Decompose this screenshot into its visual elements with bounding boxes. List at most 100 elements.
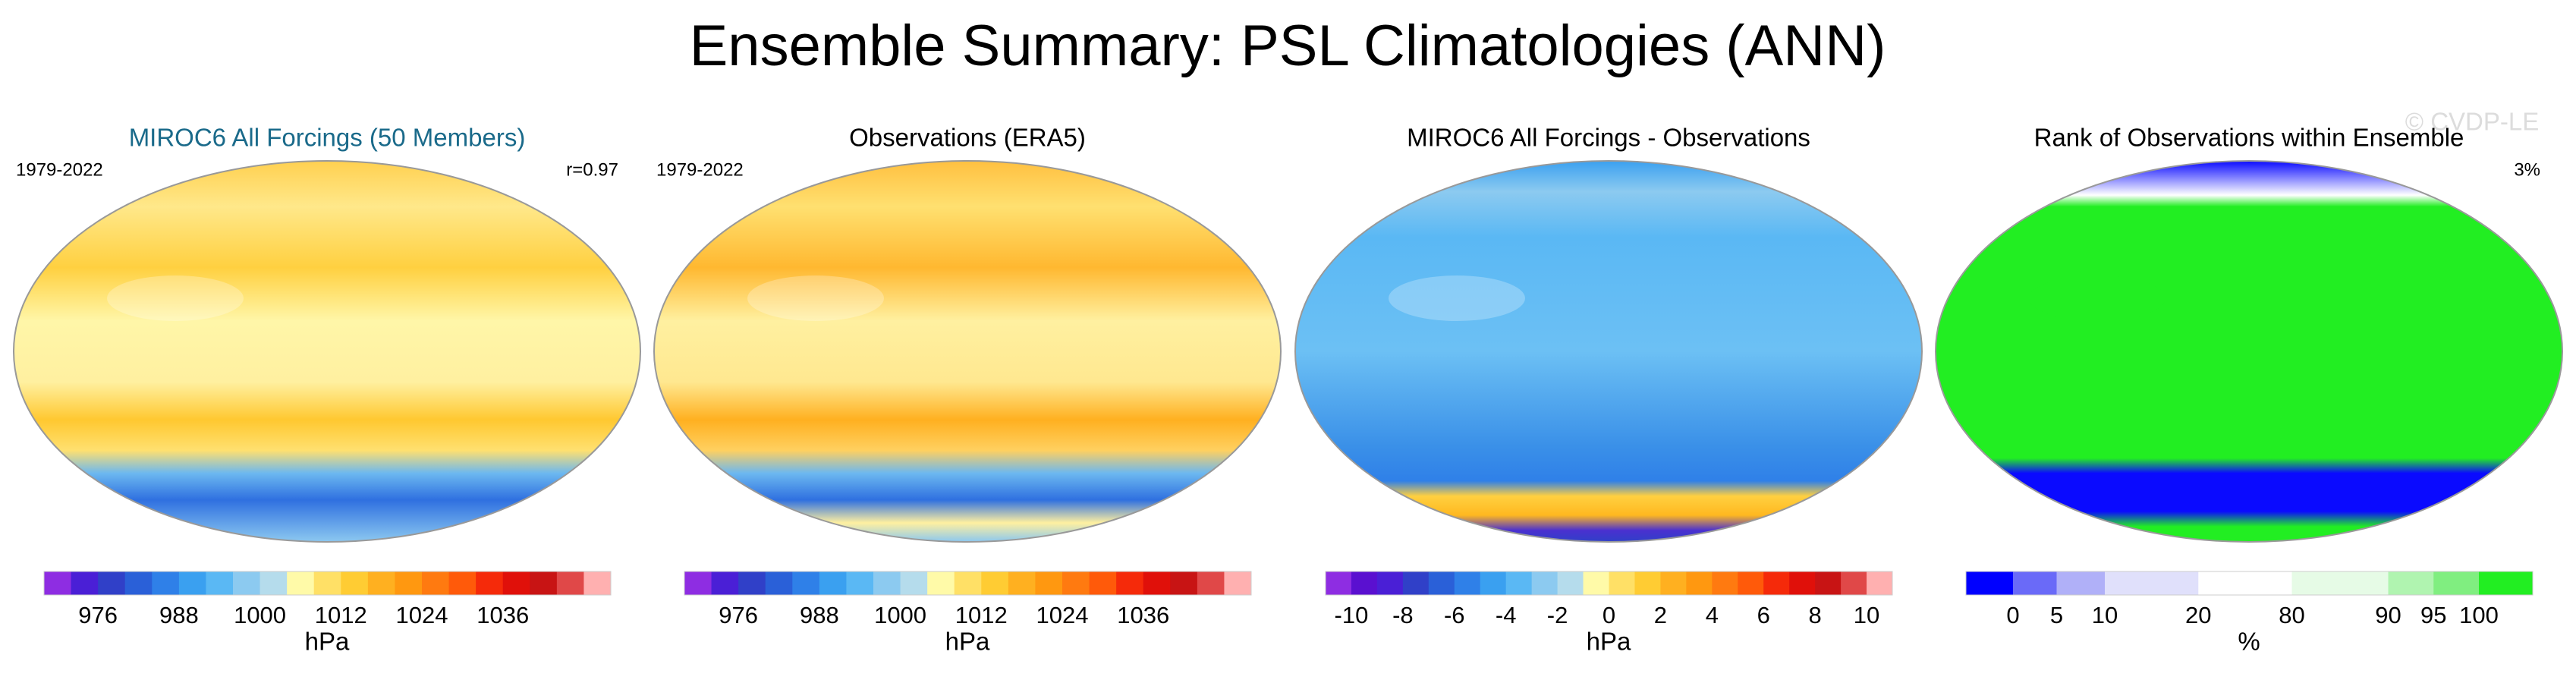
colorbar-swatch bbox=[2013, 571, 2058, 595]
panel: Rank of Observations within Ensemble 3% 0 5… bbox=[1935, 124, 2563, 656]
colorbar-swatch bbox=[1660, 571, 1687, 595]
colorbar-swatch bbox=[1763, 571, 1790, 595]
panel-title: MIROC6 All Forcings (50 Members) bbox=[129, 124, 526, 152]
colorbar-swatch bbox=[711, 571, 739, 595]
colorbar-tick-label: 1036 bbox=[1117, 602, 1169, 628]
colorbar-swatch bbox=[1505, 571, 1533, 595]
colorbar-tick-label: 1036 bbox=[477, 602, 529, 628]
colorbar-tick-label: 20 bbox=[2185, 602, 2211, 628]
stat-label: r=0.97 bbox=[566, 159, 618, 180]
panel: Observations (ERA5) 1979-2022 976 988 1000 10… bbox=[653, 124, 1282, 656]
colorbar-swatch bbox=[846, 571, 874, 595]
colorbar-swatch bbox=[1062, 571, 1090, 595]
colorbar-tick-label: -6 bbox=[1444, 602, 1465, 628]
colorbar-swatch bbox=[1966, 571, 2014, 595]
colorbar-swatch bbox=[178, 571, 206, 595]
period-label: 1979-2022 bbox=[16, 159, 103, 180]
colorbar-swatch bbox=[556, 571, 584, 595]
colorbar-swatch bbox=[1841, 571, 1867, 595]
colorbar-swatch bbox=[2056, 571, 2106, 595]
colorbar-swatch bbox=[684, 571, 712, 595]
panel: MIROC6 All Forcings - Observations -10 -8 -… bbox=[1294, 124, 1923, 656]
figure-title: Ensemble Summary: PSL Climatologies (ANN… bbox=[690, 14, 1886, 78]
colorbar-swatch bbox=[873, 571, 901, 595]
colorbar-tick-label: 10 bbox=[2092, 602, 2118, 628]
colorbar-swatch bbox=[1035, 571, 1063, 595]
colorbar-unit: hPa bbox=[1587, 628, 1631, 656]
colorbar-swatch bbox=[738, 571, 766, 595]
colorbar-unit: % bbox=[2238, 628, 2260, 656]
map bbox=[13, 160, 641, 543]
colorbar-swatch bbox=[1686, 571, 1713, 595]
colorbar-swatch bbox=[1402, 571, 1430, 595]
map bbox=[1294, 160, 1923, 543]
colorbar-tick-label: 4 bbox=[1706, 602, 1719, 628]
colorbar-swatch bbox=[1531, 571, 1558, 595]
panel-title: Rank of Observations within Ensemble bbox=[2034, 124, 2464, 152]
colorbar-swatch bbox=[287, 571, 315, 595]
colorbar-swatch bbox=[233, 571, 261, 595]
colorbar-tick-label: 988 bbox=[800, 602, 839, 628]
period-label: 1979-2022 bbox=[656, 159, 744, 180]
colorbar-swatch bbox=[259, 571, 288, 595]
colorbar-swatch bbox=[1197, 571, 1225, 595]
colorbar-tick-label: 1024 bbox=[396, 602, 448, 628]
colorbar-swatch bbox=[583, 571, 612, 595]
map-feature bbox=[2029, 275, 2166, 321]
colorbar-swatch bbox=[2198, 571, 2293, 595]
colorbar-swatch bbox=[792, 571, 820, 595]
colorbar-swatch bbox=[124, 571, 153, 595]
colorbar-swatch bbox=[2291, 571, 2389, 595]
map-feature bbox=[1389, 275, 1525, 321]
colorbar-swatch bbox=[2388, 571, 2434, 595]
colorbar-tick-label: -4 bbox=[1496, 602, 1517, 628]
colorbar-swatch bbox=[448, 571, 477, 595]
colorbar-swatch bbox=[1116, 571, 1144, 595]
colorbar-swatch bbox=[2479, 571, 2534, 595]
colorbar-swatch bbox=[502, 571, 530, 595]
colorbar-swatch bbox=[395, 571, 423, 595]
colorbar-tick-label: 1000 bbox=[874, 602, 926, 628]
map-feature bbox=[107, 275, 244, 321]
colorbar-tick-label: 5 bbox=[2050, 602, 2063, 628]
colorbar-frame bbox=[1325, 571, 1893, 596]
colorbar-swatch bbox=[44, 571, 72, 595]
colorbar-swatch bbox=[71, 571, 99, 595]
panel-title: Observations (ERA5) bbox=[849, 124, 1086, 152]
panel: MIROC6 All Forcings (50 Members) 1979-202… bbox=[13, 124, 641, 656]
colorbar-tick-label: 1024 bbox=[1036, 602, 1089, 628]
map-feature bbox=[747, 275, 884, 321]
colorbar-swatch bbox=[1789, 571, 1816, 595]
map bbox=[653, 160, 1282, 543]
colorbar-swatch bbox=[1454, 571, 1481, 595]
colorbar-swatch bbox=[1815, 571, 1842, 595]
colorbar-swatch bbox=[206, 571, 234, 595]
colorbar-frame bbox=[43, 571, 612, 596]
colorbar-swatch bbox=[1376, 571, 1404, 595]
colorbar-tick-label: 0 bbox=[2006, 602, 2019, 628]
colorbar-swatch bbox=[1738, 571, 1764, 595]
colorbar-swatch bbox=[98, 571, 126, 595]
colorbar-swatch bbox=[152, 571, 180, 595]
colorbar-tick-label: -2 bbox=[1547, 602, 1568, 628]
colorbar-tick-label: 1012 bbox=[315, 602, 367, 628]
stat-label: 3% bbox=[2514, 159, 2540, 180]
colorbar-swatch bbox=[927, 571, 955, 595]
colorbar-swatch bbox=[1089, 571, 1117, 595]
colorbar-swatch bbox=[1170, 571, 1198, 595]
colorbar-swatch bbox=[1326, 571, 1352, 595]
colorbar-tick-label: 100 bbox=[2459, 602, 2499, 628]
colorbar-swatch bbox=[2433, 571, 2480, 595]
panel-title: MIROC6 All Forcings - Observations bbox=[1407, 124, 1810, 152]
colorbar-swatch bbox=[530, 571, 558, 595]
colorbar-frame bbox=[684, 571, 1252, 596]
colorbar-tick-label: 95 bbox=[2420, 602, 2446, 628]
colorbar-swatch bbox=[954, 571, 982, 595]
colorbar-swatch bbox=[1428, 571, 1455, 595]
colorbar-tick-label: 1000 bbox=[234, 602, 286, 628]
colorbar-unit: hPa bbox=[305, 628, 350, 656]
colorbar-swatch bbox=[341, 571, 369, 595]
colorbar-tick-label: 6 bbox=[1757, 602, 1770, 628]
colorbar-tick-label: 1012 bbox=[955, 602, 1008, 628]
